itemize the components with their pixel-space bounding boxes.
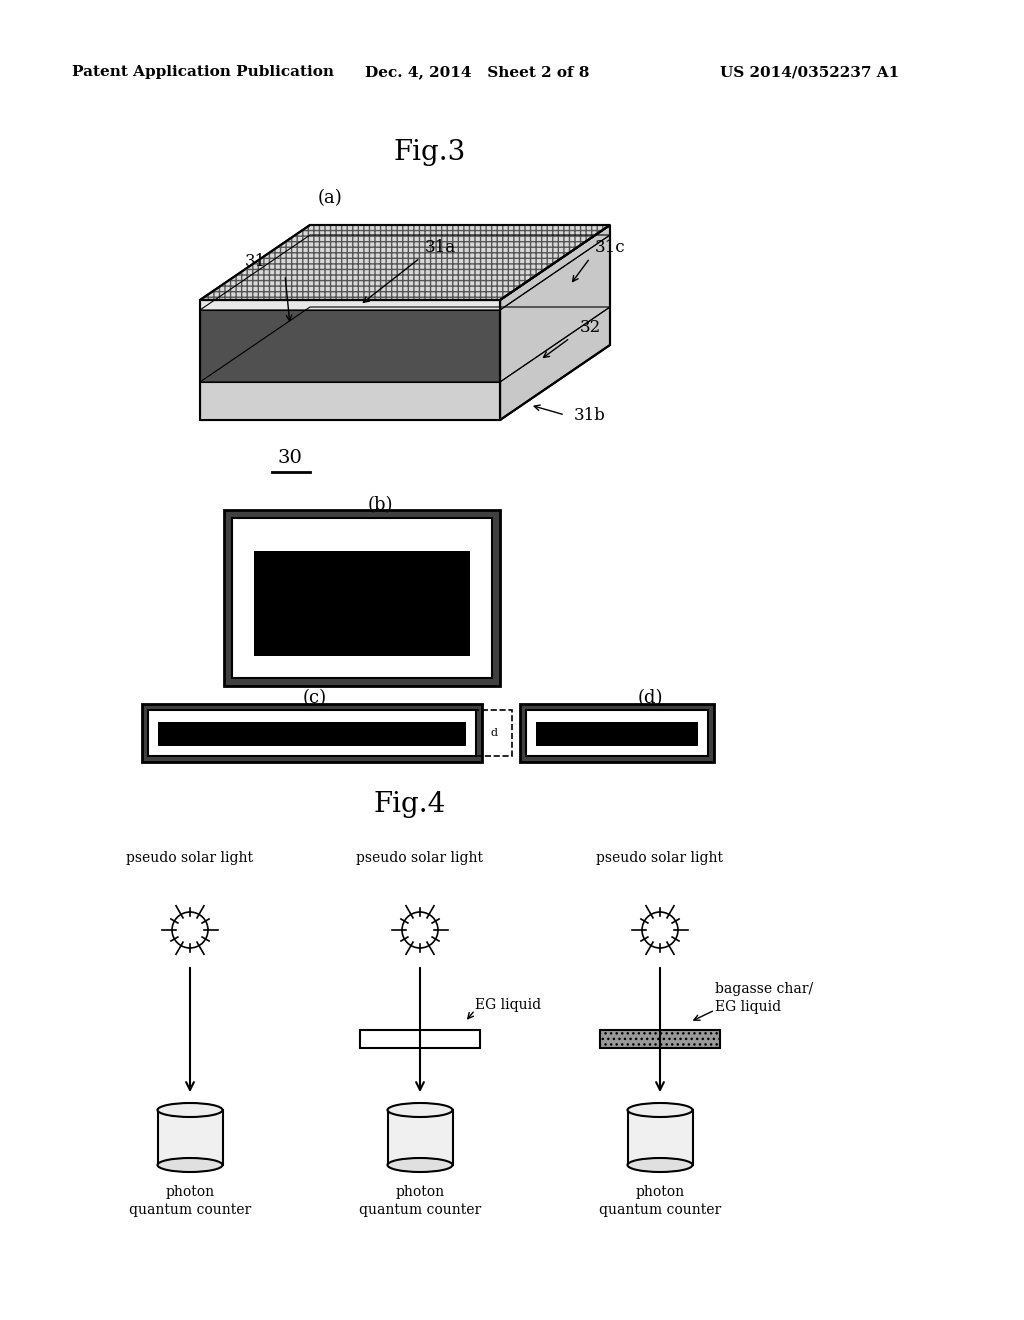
Ellipse shape	[628, 1158, 692, 1172]
Text: (d): (d)	[637, 689, 663, 708]
Text: 31b: 31b	[574, 407, 606, 424]
Text: photon
quantum counter: photon quantum counter	[358, 1185, 481, 1217]
Bar	[158, 722, 466, 746]
Circle shape	[642, 912, 678, 948]
Polygon shape	[200, 310, 500, 381]
Bar	[388, 1110, 453, 1166]
Polygon shape	[200, 381, 500, 420]
Ellipse shape	[387, 1158, 453, 1172]
Bar	[254, 550, 470, 656]
Text: Patent Application Publication: Patent Application Publication	[72, 65, 334, 79]
Circle shape	[172, 912, 208, 948]
Bar	[148, 710, 476, 756]
Text: Fig.3: Fig.3	[394, 139, 466, 165]
Bar	[520, 704, 714, 762]
Text: bagasse char/
EG liquid: bagasse char/ EG liquid	[715, 982, 813, 1014]
Text: pseudo solar light: pseudo solar light	[356, 851, 483, 865]
Bar	[360, 1030, 480, 1048]
Ellipse shape	[387, 1104, 453, 1117]
Text: 32: 32	[580, 319, 601, 337]
Bar	[142, 704, 482, 762]
Text: d: d	[490, 729, 498, 738]
Text: photon
quantum counter: photon quantum counter	[129, 1185, 251, 1217]
Text: 30: 30	[278, 449, 302, 467]
Text: (a): (a)	[317, 189, 342, 207]
Bar	[600, 1030, 720, 1048]
Text: (b): (b)	[368, 496, 393, 513]
Bar	[476, 710, 512, 756]
Text: photon
quantum counter: photon quantum counter	[599, 1185, 721, 1217]
Polygon shape	[500, 224, 610, 420]
Bar	[158, 1110, 223, 1166]
Bar	[224, 510, 500, 686]
Text: EG liquid: EG liquid	[475, 998, 541, 1012]
Text: Dec. 4, 2014   Sheet 2 of 8: Dec. 4, 2014 Sheet 2 of 8	[365, 65, 590, 79]
Bar	[526, 710, 708, 756]
Ellipse shape	[158, 1158, 222, 1172]
Polygon shape	[200, 300, 500, 310]
Bar	[232, 517, 492, 678]
Bar	[536, 722, 698, 746]
Polygon shape	[200, 224, 610, 300]
Bar	[628, 1110, 693, 1166]
Text: US 2014/0352237 A1: US 2014/0352237 A1	[720, 65, 899, 79]
Text: Fig.4: Fig.4	[374, 792, 446, 818]
Text: 31: 31	[245, 253, 265, 271]
Ellipse shape	[628, 1104, 692, 1117]
Text: (c): (c)	[303, 689, 327, 708]
Text: 31a: 31a	[424, 239, 456, 256]
Text: pseudo solar light: pseudo solar light	[597, 851, 724, 865]
Circle shape	[402, 912, 438, 948]
Ellipse shape	[158, 1104, 222, 1117]
Text: pseudo solar light: pseudo solar light	[127, 851, 254, 865]
Text: 31c: 31c	[595, 239, 626, 256]
